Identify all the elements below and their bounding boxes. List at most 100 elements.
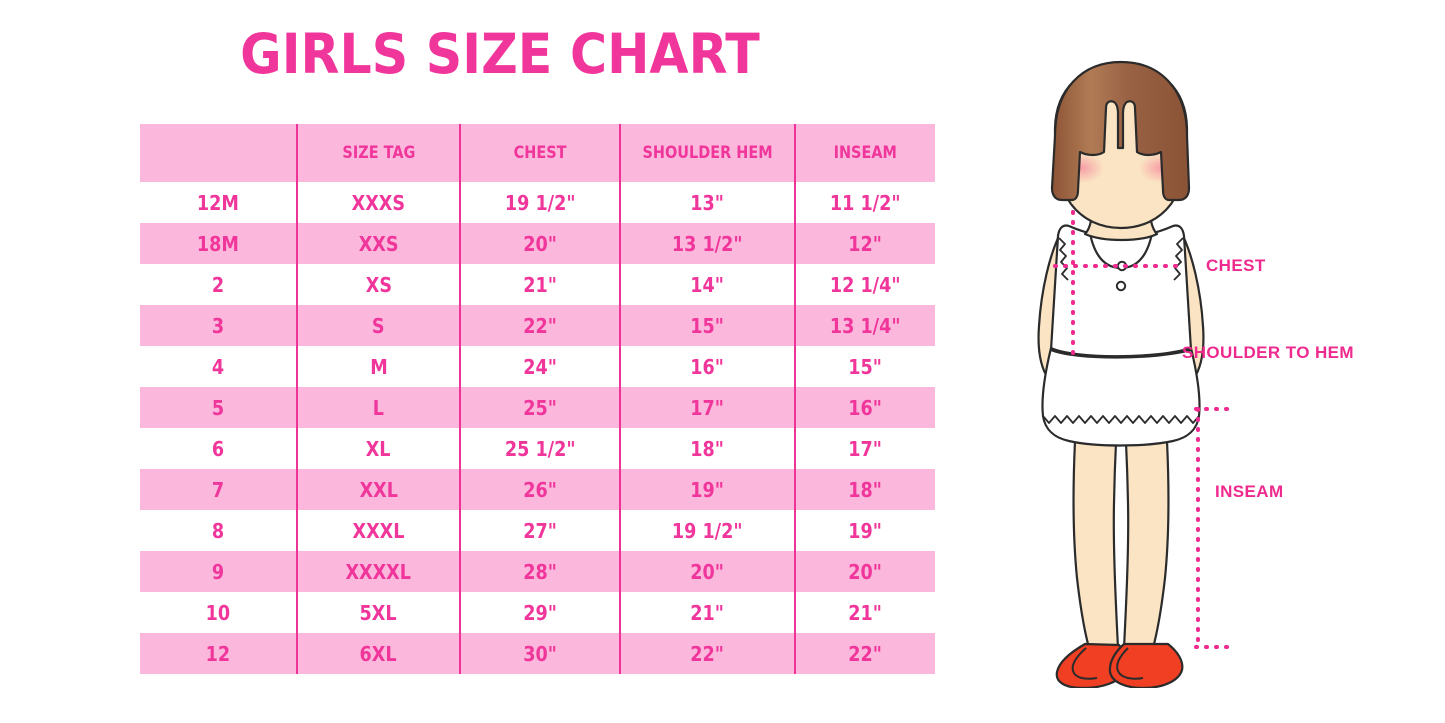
cell-chest-label: 21" bbox=[523, 272, 557, 297]
cell-size-tag-label: S bbox=[372, 313, 385, 338]
table-row: 3 S 22" 15" 13 1/4" bbox=[140, 305, 935, 346]
cell-shoulder-hem-label: 19 1/2" bbox=[672, 518, 743, 543]
cell-chest-label: 28" bbox=[523, 559, 557, 584]
cell-inseam-label: 12 1/4" bbox=[830, 272, 901, 297]
header-chest-label: CHEST bbox=[513, 143, 567, 163]
cell-size: 4 bbox=[140, 346, 297, 387]
table-row: 12 6XL 30" 22" 22" bbox=[140, 633, 935, 674]
cell-size-tag-label: XXXS bbox=[351, 190, 406, 215]
cell-size-tag-label: XXS bbox=[358, 231, 399, 256]
cell-chest: 27" bbox=[459, 510, 620, 551]
header-shoulder-hem: SHOULDER HEM bbox=[619, 124, 795, 182]
cell-chest: 21" bbox=[459, 264, 620, 305]
cell-chest-label: 29" bbox=[523, 600, 557, 625]
cell-size-label: 2 bbox=[211, 272, 225, 297]
cell-chest: 29" bbox=[459, 592, 620, 633]
shoes-group bbox=[1055, 642, 1184, 688]
table-row: 10 5XL 29" 21" 21" bbox=[140, 592, 935, 633]
cell-inseam: 11 1/2" bbox=[794, 182, 935, 223]
cell-shoulder-hem: 13" bbox=[619, 182, 795, 223]
cell-shoulder-hem-label: 13" bbox=[690, 190, 725, 215]
cell-size: 2 bbox=[140, 264, 297, 305]
cell-size: 7 bbox=[140, 469, 297, 510]
table-row: 7 XXL 26" 19" 18" bbox=[140, 469, 935, 510]
cell-size-tag: L bbox=[296, 387, 460, 428]
cell-size-tag: XXXXL bbox=[296, 551, 460, 592]
header-size-tag: SIZE TAG bbox=[296, 124, 460, 182]
cell-size-tag-label: XXXL bbox=[352, 518, 405, 543]
cell-size-label: 4 bbox=[211, 354, 225, 379]
cell-shoulder-hem-label: 14" bbox=[690, 272, 725, 297]
cell-size-tag-label: XS bbox=[365, 272, 392, 297]
size-chart-table: SIZE TAG CHEST SHOULDER HEM INSEAM 12M XX… bbox=[140, 124, 935, 674]
cell-size-tag-label: L bbox=[372, 395, 385, 420]
cell-shoulder-hem: 21" bbox=[619, 592, 795, 633]
header-inseam: INSEAM bbox=[794, 124, 935, 182]
skirt-group bbox=[1041, 346, 1201, 447]
cell-inseam-label: 15" bbox=[848, 354, 883, 379]
cell-shoulder-hem: 19" bbox=[619, 469, 795, 510]
cell-size-tag-label: M bbox=[369, 354, 388, 379]
measurement-guides bbox=[1053, 210, 1187, 357]
cell-shoulder-hem: 17" bbox=[619, 387, 795, 428]
cell-size-tag: XXL bbox=[296, 469, 460, 510]
page-title: GIRLS SIZE CHART bbox=[240, 22, 760, 86]
inseam-bracket bbox=[1194, 407, 1232, 649]
cell-chest: 28" bbox=[459, 551, 620, 592]
cell-chest: 30" bbox=[459, 633, 620, 674]
cell-chest-label: 30" bbox=[523, 641, 557, 666]
cell-size-tag: XXXL bbox=[296, 510, 460, 551]
cell-chest-label: 19 1/2" bbox=[504, 190, 576, 215]
table-row: 4 M 24" 16" 15" bbox=[140, 346, 935, 387]
cell-size-label: 3 bbox=[211, 313, 225, 338]
cell-size-label: 8 bbox=[211, 518, 225, 543]
label-chest: CHEST bbox=[1206, 256, 1266, 275]
cell-chest: 24" bbox=[459, 346, 620, 387]
cell-shoulder-hem: 18" bbox=[619, 428, 795, 469]
label-inseam: INSEAM bbox=[1215, 482, 1284, 501]
cell-inseam: 13 1/4" bbox=[794, 305, 935, 346]
cell-size-label: 12M bbox=[196, 190, 239, 215]
cell-size: 3 bbox=[140, 305, 297, 346]
cell-chest: 25 1/2" bbox=[459, 428, 620, 469]
cell-size: 5 bbox=[140, 387, 297, 428]
cell-size-tag: S bbox=[296, 305, 460, 346]
header-size bbox=[140, 124, 297, 182]
cell-inseam-label: 17" bbox=[848, 436, 883, 461]
cell-shoulder-hem-label: 13 1/2" bbox=[672, 231, 743, 256]
cell-size-tag: M bbox=[296, 346, 460, 387]
cell-inseam-label: 11 1/2" bbox=[830, 190, 901, 215]
cell-size-tag: 5XL bbox=[296, 592, 460, 633]
cell-size-label: 9 bbox=[211, 559, 225, 584]
cell-shoulder-hem: 16" bbox=[619, 346, 795, 387]
cell-inseam: 22" bbox=[794, 633, 935, 674]
cell-size: 8 bbox=[140, 510, 297, 551]
cell-shoulder-hem-label: 19" bbox=[690, 477, 725, 502]
cell-shoulder-hem-label: 15" bbox=[690, 313, 725, 338]
table-header: SIZE TAG CHEST SHOULDER HEM INSEAM bbox=[140, 124, 935, 182]
cell-size: 6 bbox=[140, 428, 297, 469]
cell-size: 12M bbox=[140, 182, 297, 223]
cell-inseam-label: 19" bbox=[848, 518, 883, 543]
header-size-tag-label: SIZE TAG bbox=[342, 143, 415, 163]
cell-size-tag: 6XL bbox=[296, 633, 460, 674]
cell-chest-label: 20" bbox=[523, 231, 557, 256]
cell-inseam-label: 13 1/4" bbox=[830, 313, 901, 338]
girl-illustration bbox=[985, 48, 1245, 688]
cell-size-label: 10 bbox=[205, 600, 231, 625]
table-row: 9 XXXXL 28" 20" 20" bbox=[140, 551, 935, 592]
cell-shoulder-hem: 15" bbox=[619, 305, 795, 346]
cell-size-tag: XS bbox=[296, 264, 460, 305]
cell-chest: 20" bbox=[459, 223, 620, 264]
cell-chest-label: 25" bbox=[523, 395, 557, 420]
cell-chest-label: 24" bbox=[523, 354, 557, 379]
cell-size-label: 18M bbox=[196, 231, 239, 256]
cell-inseam: 19" bbox=[794, 510, 935, 551]
cell-inseam-label: 18" bbox=[848, 477, 883, 502]
cell-shoulder-hem: 13 1/2" bbox=[619, 223, 795, 264]
table-row: 8 XXXL 27" 19 1/2" 19" bbox=[140, 510, 935, 551]
cell-inseam: 21" bbox=[794, 592, 935, 633]
header-shoulder-hem-label: SHOULDER HEM bbox=[642, 143, 773, 163]
cell-size-label: 12 bbox=[205, 641, 231, 666]
cell-size-tag: XL bbox=[296, 428, 460, 469]
